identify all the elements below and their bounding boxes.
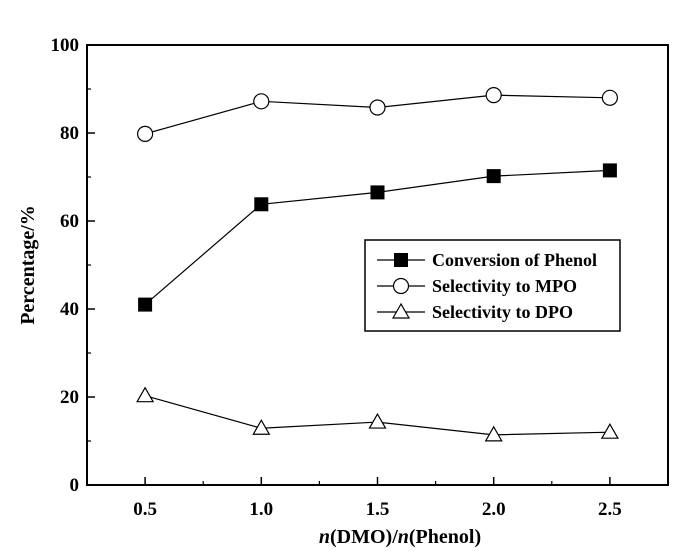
data-point [254,197,269,212]
legend-entry: Conversion of Phenol [377,250,597,270]
series-selectivity-to-mpo [137,87,619,142]
y-tick-label: 40 [60,299,79,320]
legend-entry: Selectivity to MPO [377,276,577,296]
legend-entry: Selectivity to DPO [377,302,573,322]
legend-marker [394,253,408,267]
data-point [484,425,503,442]
y-tick-label: 80 [60,123,79,144]
x-tick-label: 0.5 [133,499,157,520]
data-point [138,297,153,312]
data-point [600,422,619,439]
legend: Conversion of Phenol Selectivity to MPO Se… [364,239,621,332]
x-tick-label: 1.0 [249,499,273,520]
data-point [252,419,271,435]
y-tick-label: 100 [51,35,80,56]
data-point [601,89,619,106]
data-point [253,93,270,110]
legend-marker [392,277,410,295]
data-point [369,99,386,116]
legend-label: Conversion of Phenol [432,250,597,270]
y-axis: 0 20 40 60 80 100 [51,35,95,496]
legend-marker [391,302,411,319]
y-axis-title: Percentage/% [17,205,39,325]
x-axis: 0.5 1.0 1.5 2.0 2.5 [133,477,622,520]
data-point [602,163,617,178]
series-layer [136,87,619,442]
data-point [368,412,387,429]
x-tick-label: 2.5 [598,499,622,520]
legend-label: Selectivity to MPO [432,276,577,296]
legend-label: Selectivity to DPO [432,302,573,322]
y-tick-label: 60 [60,211,79,232]
series-conversion-of-phenol [138,163,617,312]
x-axis-title: n(DMO)/n(Phenol) [319,526,481,548]
data-point [370,185,385,200]
y-tick-label: 0 [70,475,80,496]
data-point [486,169,501,184]
series-selectivity-to-dpo [136,386,619,442]
data-point [485,87,502,104]
data-point [136,386,155,403]
data-point [137,125,154,142]
x-tick-label: 1.5 [366,499,390,520]
y-tick-label: 20 [60,387,79,408]
x-tick-label: 2.0 [482,499,506,520]
